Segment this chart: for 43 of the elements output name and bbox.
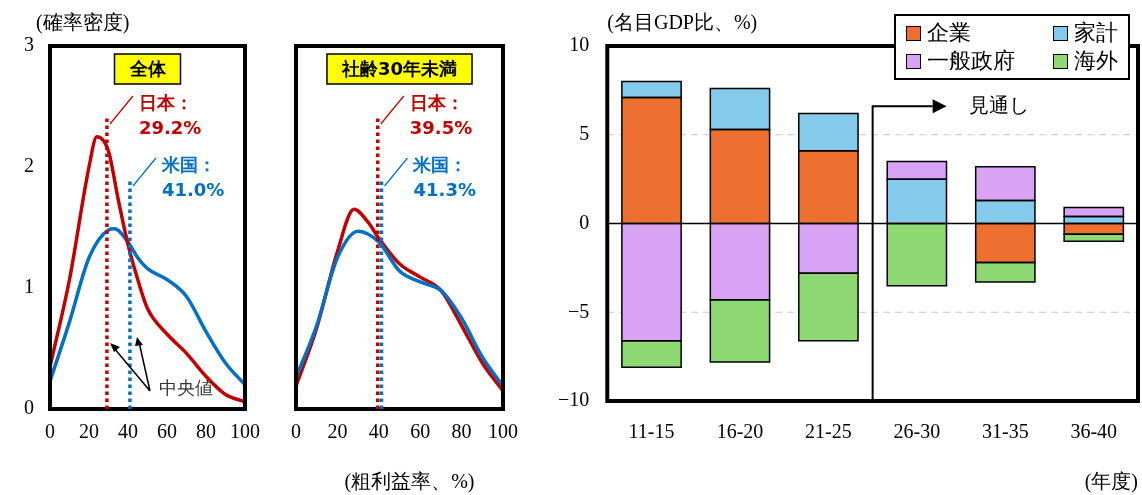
ref-line-label: 米国： 41.3% [412,153,476,200]
y-tick-label: 2 [24,154,34,177]
x-tick-label: 21-25 [805,420,852,443]
text: 社齢30年未満 [340,57,458,79]
x-axis-title: (年度) [1084,470,1138,494]
ref-line-label: 日本： 29.2% [138,91,202,138]
legend-label: 海外 [1074,48,1118,74]
annotation: 中央値 [159,376,214,398]
x-tick-label: 60 [157,420,177,443]
x-tick-label: 40 [368,420,389,443]
y-tick-label: 1 [24,275,34,298]
x-tick-label: 100 [488,420,518,443]
x-tick-label: 40 [118,420,138,443]
y-tick-label: 5 [579,122,590,144]
x-tick-label: 36-40 [1070,420,1118,443]
x-tick-label: 20 [79,420,99,443]
ref-line-label: 日本： 39.5% [409,91,473,138]
y-axis-title: (確率密度) [36,11,130,35]
y-tick-label: 0 [579,210,590,233]
legend-label: 家計 [1074,20,1118,46]
x-tick-label: 26-30 [893,420,941,443]
x-tick-label: 16-20 [716,420,764,443]
text: 全体 [128,57,167,79]
x-tick-label: 60 [410,420,431,443]
y-tick-label: 10 [569,33,590,56]
x-tick-label: 0 [291,420,301,443]
x-tick-label: 11-15 [628,420,675,443]
x-tick-label: 31-35 [981,420,1029,443]
ref-line-label: 米国： 41.0% [160,153,225,200]
annotation: 見通し [968,93,1029,116]
x-tick-label: 100 [230,420,260,443]
y-tick-label: −5 [568,299,590,322]
x-axis-title: (粗利益率、%) [344,470,475,494]
legend-label: 企業 [927,20,971,46]
x-tick-label: 80 [451,420,472,443]
y-axis-title: (名目GDP比、%) [607,11,758,35]
x-tick-label: 0 [45,420,55,443]
legend-label: 一般政府 [927,48,1015,74]
y-tick-label: 0 [24,396,34,419]
y-tick-label: 3 [24,33,34,56]
y-tick-label: −10 [558,388,590,411]
x-tick-label: 80 [196,420,216,443]
x-tick-label: 20 [327,420,348,443]
